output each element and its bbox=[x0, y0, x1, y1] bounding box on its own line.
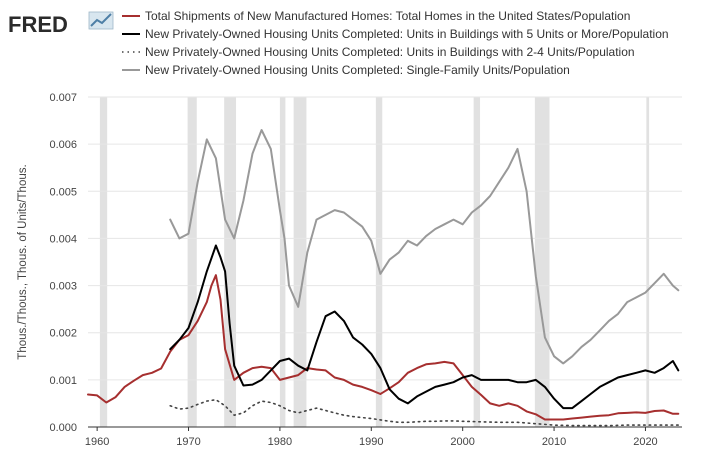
recession-bar bbox=[534, 97, 550, 427]
fred-logo[interactable]: FRED bbox=[8, 11, 114, 37]
x-tick-label: 1980 bbox=[268, 436, 292, 448]
y-tick-label: 0.002 bbox=[49, 328, 77, 340]
recession-bar bbox=[187, 97, 197, 427]
x-tick-label: 1990 bbox=[359, 436, 383, 448]
x-axis-ticks: 1960 1970 1980 1990 2000 2010 2020 bbox=[85, 427, 658, 448]
y-axis-ticks: 0.000 0.001 0.002 0.003 0.004 0.005 0.006 0.007 bbox=[49, 92, 77, 434]
series-lines bbox=[87, 129, 680, 427]
y-tick-label: 0.003 bbox=[49, 281, 77, 293]
y-tick-label: 0.005 bbox=[49, 186, 77, 198]
x-tick-label: 2000 bbox=[450, 436, 474, 448]
recession-bar bbox=[646, 97, 650, 427]
recession-bar bbox=[279, 97, 286, 427]
recession-bar bbox=[224, 97, 237, 427]
x-tick-label: 2020 bbox=[633, 436, 657, 448]
y-tick-label: 0.001 bbox=[49, 375, 77, 387]
y-tick-label: 0.004 bbox=[49, 233, 77, 245]
recession-bar bbox=[375, 97, 383, 427]
legend-label: New Privately-Owned Housing Units Comple… bbox=[145, 63, 570, 77]
y-axis-title: Thous./Thous., Thous. of Units/Thous. bbox=[17, 164, 29, 359]
fred-logo-text: FRED bbox=[8, 12, 68, 37]
x-tick-label: 1970 bbox=[176, 436, 200, 448]
y-tick-label: 0.007 bbox=[49, 92, 77, 104]
legend: Total Shipments of New Manufactured Home… bbox=[122, 9, 669, 77]
grid-lines bbox=[88, 96, 682, 381]
legend-label: New Privately-Owned Housing Units Comple… bbox=[145, 45, 635, 59]
series-line-2 bbox=[169, 398, 680, 427]
recession-shading bbox=[99, 97, 650, 427]
x-tick-label: 1960 bbox=[85, 436, 109, 448]
y-tick-label: 0.006 bbox=[49, 139, 77, 151]
series-line-3 bbox=[169, 129, 680, 365]
y-tick-label: 0.000 bbox=[49, 422, 77, 434]
legend-label: New Privately-Owned Housing Units Comple… bbox=[145, 27, 669, 41]
series-line-1 bbox=[169, 244, 680, 410]
recession-bar bbox=[99, 97, 108, 427]
legend-label: Total Shipments of New Manufactured Home… bbox=[145, 9, 630, 23]
trend-line-icon bbox=[88, 11, 114, 30]
recession-bar bbox=[293, 97, 307, 427]
series-line-0 bbox=[87, 274, 680, 421]
recession-bar bbox=[473, 97, 481, 427]
x-tick-label: 2010 bbox=[542, 436, 566, 448]
